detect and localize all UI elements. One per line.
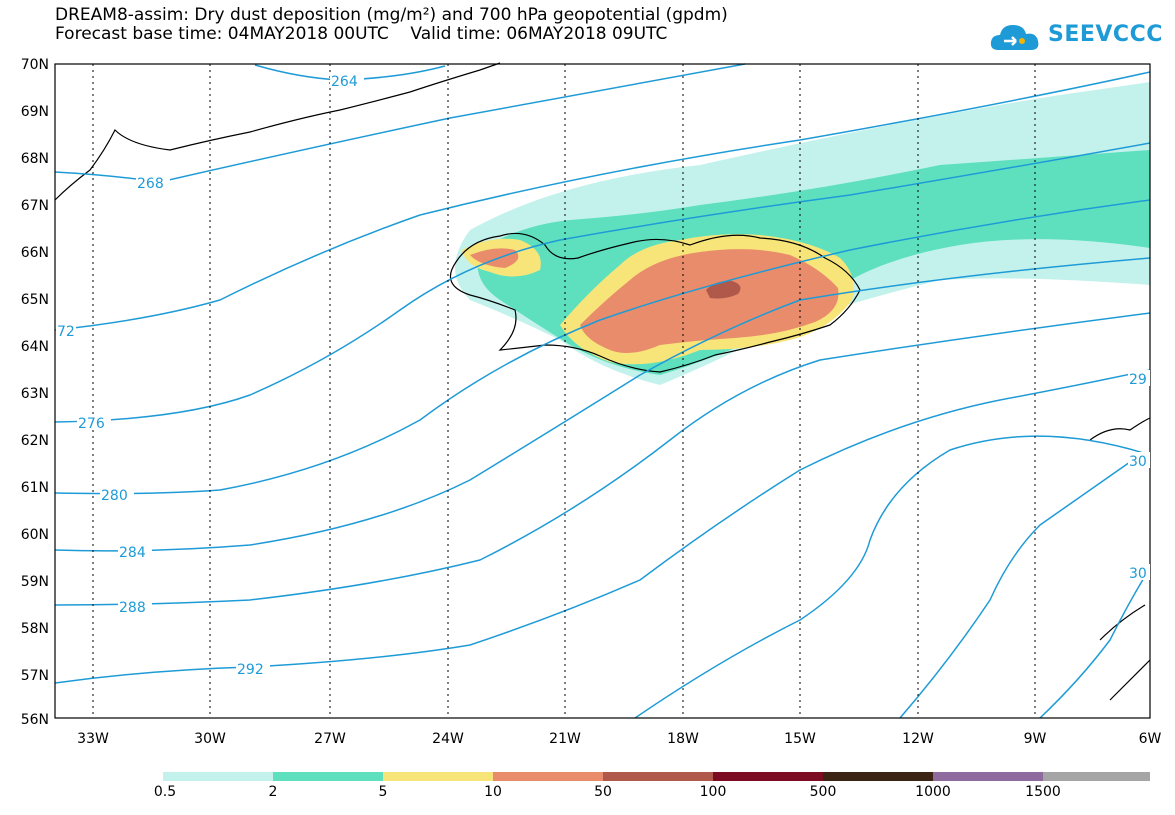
lat-label: 59N bbox=[21, 574, 49, 590]
contour-284 bbox=[54, 257, 1151, 552]
cloud-icon bbox=[990, 25, 1039, 50]
legend-swatch bbox=[163, 772, 273, 781]
legend-swatch bbox=[933, 772, 1043, 781]
lon-label: 15W bbox=[784, 731, 816, 747]
geopotential-contours bbox=[54, 63, 1151, 719]
legend-label: 0.5 bbox=[153, 784, 177, 800]
contour-280 bbox=[54, 199, 1151, 495]
legend-label: 1000 bbox=[915, 784, 951, 800]
lat-label: 69N bbox=[21, 104, 49, 120]
legend-swatch bbox=[603, 772, 713, 781]
dust-band-10 bbox=[470, 248, 839, 354]
lat-label: 62N bbox=[21, 433, 49, 449]
iceland-coast bbox=[449, 232, 861, 373]
legend-swatch bbox=[1043, 772, 1150, 781]
coastlines bbox=[54, 62, 1151, 701]
longitude-labels: 33W 30W 27W 24W 21W 18W 15W 12W 9W 6W bbox=[77, 731, 1161, 747]
legend-label: 5 bbox=[378, 784, 388, 800]
lat-label: 63N bbox=[21, 386, 49, 402]
contour-label: 30 bbox=[1129, 566, 1147, 582]
lat-label: 67N bbox=[21, 198, 49, 214]
contour-label: 280 bbox=[101, 488, 128, 504]
legend-label: 1500 bbox=[1025, 784, 1061, 800]
contour-label: 72 bbox=[57, 324, 75, 340]
lat-label: 65N bbox=[21, 292, 49, 308]
lat-label: 61N bbox=[21, 480, 49, 496]
faroe-norway-coast bbox=[1089, 417, 1151, 701]
lat-label: 57N bbox=[21, 668, 49, 684]
contour-292 bbox=[54, 369, 1151, 684]
lon-label: 18W bbox=[667, 731, 699, 747]
contour-268 bbox=[54, 63, 746, 183]
lat-label: 64N bbox=[21, 339, 49, 355]
legend-label: 500 bbox=[809, 784, 837, 800]
greenland-coast bbox=[54, 62, 501, 201]
legend-label: 50 bbox=[594, 784, 612, 800]
contour-276 bbox=[54, 142, 1151, 423]
latitude-labels: 70N 69N 68N 67N 66N 65N 64N 63N 62N 61N … bbox=[21, 57, 49, 728]
lon-label: 6W bbox=[1139, 731, 1162, 747]
contour-label: 264 bbox=[331, 74, 358, 90]
legend-label: 10 bbox=[484, 784, 502, 800]
lon-label: 30W bbox=[194, 731, 226, 747]
lon-label: 21W bbox=[549, 731, 581, 747]
lat-label: 58N bbox=[21, 621, 49, 637]
legend-swatch bbox=[823, 772, 933, 781]
legend-swatch bbox=[493, 772, 603, 781]
lat-label: 56N bbox=[21, 712, 49, 728]
lon-label: 33W bbox=[77, 731, 109, 747]
lon-label: 9W bbox=[1024, 731, 1047, 747]
lat-label: 70N bbox=[21, 57, 49, 73]
lat-label: 60N bbox=[21, 527, 49, 543]
lat-label: 68N bbox=[21, 151, 49, 167]
legend-swatch bbox=[273, 772, 383, 781]
map-subtitle: Forecast base time: 04MAY2018 00UTC Vali… bbox=[55, 24, 668, 44]
legend-swatch bbox=[713, 772, 823, 781]
contour-label: 30 bbox=[1129, 454, 1147, 470]
logo-text: SEEVCCC bbox=[1048, 22, 1163, 47]
contour-labels: 264 268 72 276 280 284 288 292 29 30 30 bbox=[56, 72, 1150, 678]
contour-label: 29 bbox=[1129, 372, 1147, 388]
lat-label: 66N bbox=[21, 245, 49, 261]
lon-label: 12W bbox=[902, 731, 934, 747]
contour-label: 284 bbox=[119, 545, 146, 561]
contour-label: 268 bbox=[137, 176, 164, 192]
contour-label: 288 bbox=[119, 600, 146, 616]
contour-label: 276 bbox=[78, 416, 105, 432]
lon-label: 24W bbox=[432, 731, 464, 747]
dust-field bbox=[455, 82, 1150, 385]
contour-300 bbox=[899, 461, 1131, 719]
legend-colorbar bbox=[163, 772, 1150, 781]
contour-304 bbox=[1039, 567, 1151, 719]
map-frame bbox=[54, 63, 1151, 719]
map-title: DREAM8-assim: Dry dust deposition (mg/m²… bbox=[55, 5, 728, 25]
contour-288 bbox=[54, 312, 1151, 606]
contour-272 bbox=[54, 71, 1151, 331]
legend-label: 2 bbox=[268, 784, 278, 800]
contour-label: 292 bbox=[237, 662, 264, 678]
contour-296 bbox=[634, 435, 1151, 719]
seevccc-logo: SEEVCCC bbox=[988, 18, 1162, 60]
dust-band-50 bbox=[706, 280, 741, 299]
legend-label: 100 bbox=[699, 784, 727, 800]
lon-label: 27W bbox=[314, 731, 346, 747]
graticule bbox=[92, 64, 1036, 718]
legend-swatch bbox=[383, 772, 493, 781]
